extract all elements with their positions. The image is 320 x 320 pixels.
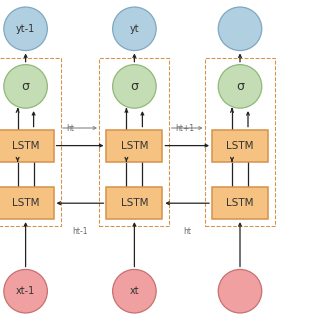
- Circle shape: [113, 269, 156, 313]
- FancyBboxPatch shape: [212, 130, 268, 162]
- Circle shape: [4, 65, 47, 108]
- Text: LSTM: LSTM: [121, 198, 148, 208]
- Text: ht+1: ht+1: [175, 124, 194, 133]
- Circle shape: [218, 65, 262, 108]
- Circle shape: [113, 7, 156, 51]
- Text: xt-1: xt-1: [16, 286, 35, 296]
- Bar: [0, 58, 60, 226]
- Text: yt-1: yt-1: [16, 24, 35, 34]
- Circle shape: [4, 7, 47, 51]
- Circle shape: [218, 269, 262, 313]
- Text: ht: ht: [183, 227, 191, 236]
- Text: LSTM: LSTM: [226, 140, 254, 151]
- Text: LSTM: LSTM: [12, 140, 39, 151]
- FancyBboxPatch shape: [106, 130, 163, 162]
- FancyBboxPatch shape: [0, 187, 53, 219]
- Text: σ: σ: [131, 80, 139, 93]
- Circle shape: [218, 7, 262, 51]
- Text: σ: σ: [236, 80, 244, 93]
- Bar: [99, 58, 170, 226]
- Text: σ: σ: [22, 80, 30, 93]
- Text: xt: xt: [130, 286, 139, 296]
- FancyBboxPatch shape: [212, 187, 268, 219]
- Text: yt: yt: [130, 24, 139, 34]
- Text: LSTM: LSTM: [226, 198, 254, 208]
- Text: ht-1: ht-1: [72, 227, 88, 236]
- Bar: [205, 58, 275, 226]
- FancyBboxPatch shape: [106, 187, 163, 219]
- Circle shape: [113, 65, 156, 108]
- Circle shape: [4, 269, 47, 313]
- Text: ht: ht: [67, 124, 74, 133]
- FancyBboxPatch shape: [0, 130, 53, 162]
- Text: LSTM: LSTM: [12, 198, 39, 208]
- Text: LSTM: LSTM: [121, 140, 148, 151]
